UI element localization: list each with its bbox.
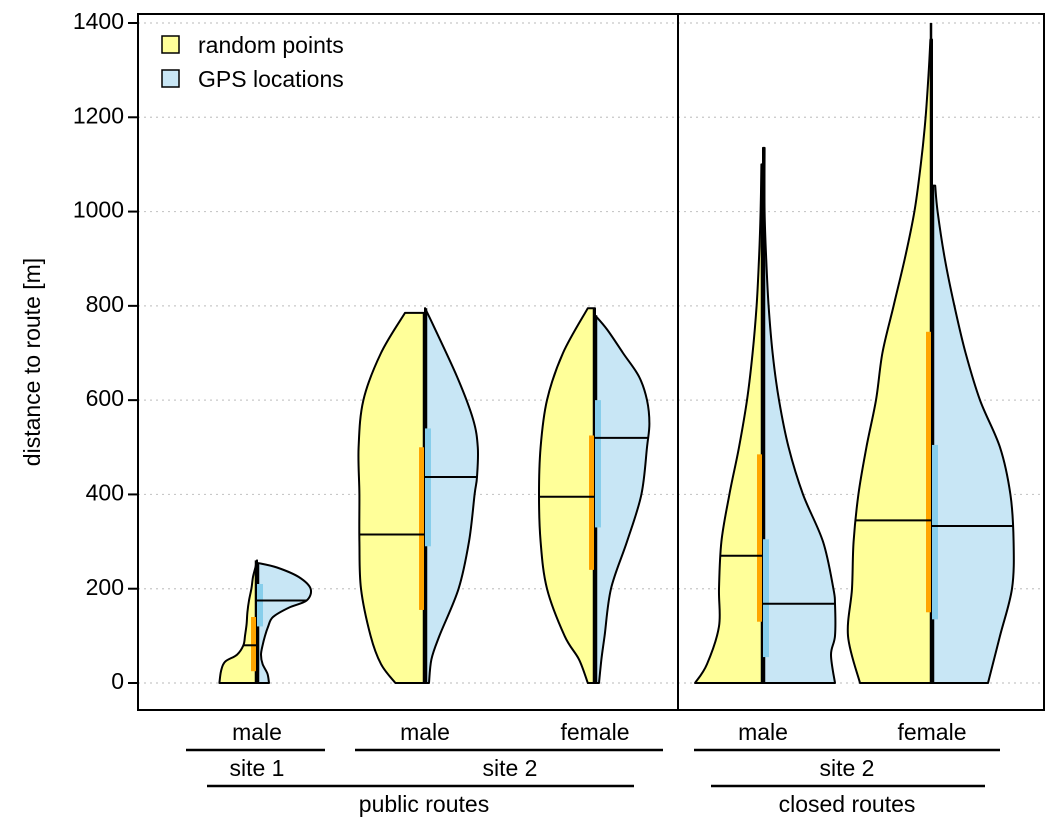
x-label-public-routes: public routes (359, 791, 489, 817)
y-tick-label-1200: 1200 (73, 102, 124, 128)
violin-half-random-3 (538, 307, 596, 684)
violin-group-5 (846, 23, 1015, 684)
y-axis: 0 200 400 600 800 1000 1200 1400 (73, 8, 138, 694)
iqr-bar-random-2 (419, 447, 425, 610)
y-tick-label-1400: 1400 (73, 8, 124, 34)
violin-half-random-4 (694, 163, 764, 684)
legend-swatch-gps-locations (161, 69, 180, 88)
x-category-labels: male male female male female site 1 site… (186, 719, 1000, 817)
y-tick-label-400: 400 (86, 480, 124, 506)
x-label-group-5: female (897, 719, 966, 745)
iqr-bar-gps-4 (763, 539, 769, 658)
x-label-group-3: female (560, 719, 629, 745)
x-label-group-2: male (400, 719, 450, 745)
iqr-bar-gps-2 (425, 428, 431, 547)
y-tick-label-0: 0 (111, 668, 124, 694)
violin-half-random-2 (357, 311, 426, 684)
violin-group-3 (538, 307, 651, 684)
legend-label-random-points: random points (198, 32, 344, 58)
violin-group-2 (357, 307, 480, 684)
y-tick-label-600: 600 (86, 385, 124, 411)
x-label-group-4: male (738, 719, 788, 745)
x-label-closed-routes: closed routes (779, 791, 916, 817)
y-tick-label-200: 200 (86, 574, 124, 600)
violin-half-gps-4 (762, 146, 837, 684)
iqr-bar-gps-3 (595, 400, 601, 528)
violin-half-gps-3 (594, 314, 651, 684)
violin-group-4 (694, 146, 837, 684)
iqr-bar-random-5 (926, 331, 932, 613)
y-tick-label-800: 800 (86, 291, 124, 317)
legend: random points GPS locations (161, 32, 344, 92)
violin-half-gps-5 (931, 184, 1015, 684)
violin-half-gps-2 (424, 307, 480, 684)
x-label-site-2-public: site 2 (483, 755, 538, 781)
legend-label-gps-locations: GPS locations (198, 66, 344, 92)
plot-frame (137, 13, 1045, 711)
violins (218, 23, 1015, 684)
violin-half-random-5 (846, 38, 933, 684)
plot-border (137, 13, 1045, 711)
x-label-site-1: site 1 (230, 755, 285, 781)
legend-swatch-random-points (161, 35, 180, 54)
y-tick-label-1000: 1000 (73, 197, 124, 223)
violin-half-gps-1 (256, 561, 313, 684)
y-axis-title: distance to route [m] (19, 258, 45, 466)
x-label-group-1: male (232, 719, 282, 745)
iqr-bar-random-4 (757, 454, 763, 622)
violin-group-1 (218, 559, 313, 684)
iqr-bar-random-3 (589, 435, 595, 570)
violin-half-random-1 (218, 559, 258, 684)
iqr-bar-gps-5 (932, 444, 938, 620)
iqr-bar-random-1 (251, 617, 257, 672)
iqr-bar-gps-1 (257, 584, 263, 627)
x-label-site-2-closed: site 2 (820, 755, 875, 781)
